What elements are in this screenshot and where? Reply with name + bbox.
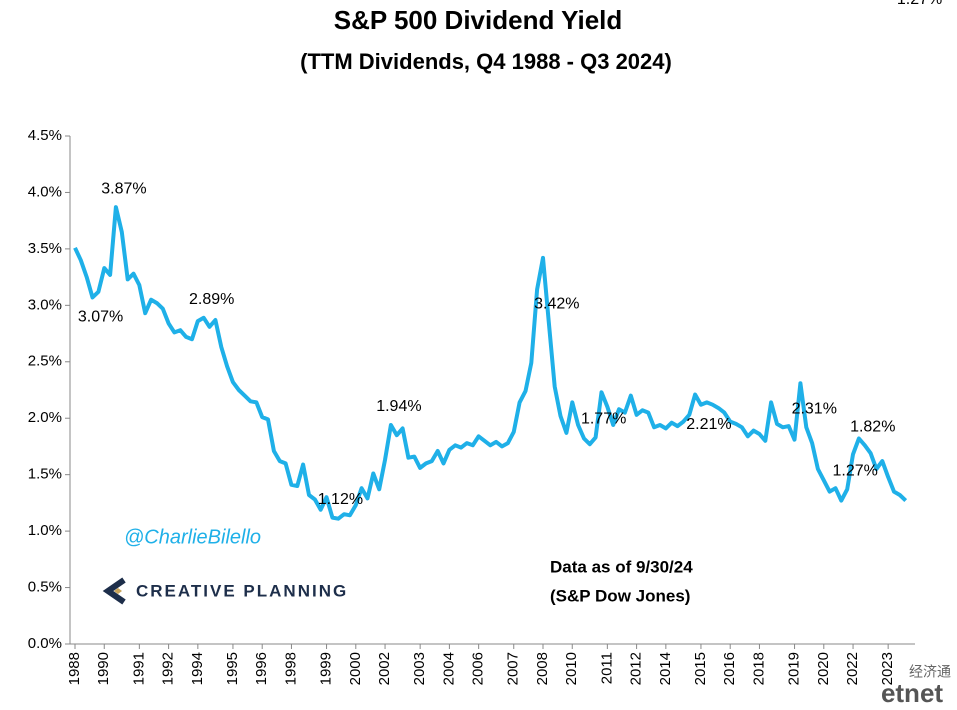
y-tick-label: 1.0% xyxy=(28,522,62,539)
data-label: 2.89% xyxy=(189,291,234,308)
annotation: (S&P Dow Jones) xyxy=(550,586,690,605)
x-tick-label: 2007 xyxy=(505,652,522,685)
x-tick-label: 2002 xyxy=(376,652,393,685)
x-tick-label: 2012 xyxy=(628,652,645,685)
x-tick-label: 1990 xyxy=(95,652,112,685)
chart-subtitle: (TTM Dividends, Q4 1988 - Q3 2024) xyxy=(300,49,672,74)
data-label: 1.94% xyxy=(376,398,421,415)
y-tick-label: 2.0% xyxy=(28,409,62,426)
x-tick-label: 1996 xyxy=(253,652,270,685)
x-tick-label: 2014 xyxy=(657,652,674,685)
x-tick-label: 2004 xyxy=(440,652,457,685)
x-tick-label: 1988 xyxy=(66,652,83,685)
x-tick-label: 1998 xyxy=(282,652,299,685)
x-tick-label: 1992 xyxy=(160,652,177,685)
x-tick-label: 2010 xyxy=(563,652,580,685)
watermark-brand: CREATIVE PLANNING xyxy=(136,581,348,600)
data-label: 2.31% xyxy=(792,400,837,417)
y-tick-label: 3.0% xyxy=(28,296,62,313)
watermark-handle: @CharlieBilello xyxy=(124,526,261,548)
data-label: 1.12% xyxy=(318,491,363,508)
x-tick-label: 2023 xyxy=(879,652,896,685)
logo-icon xyxy=(102,577,126,605)
data-label: 1.82% xyxy=(850,419,895,436)
y-tick-label: 4.5% xyxy=(28,127,62,144)
watermark-etnet: etnet xyxy=(881,678,943,708)
x-tick-label: 2011 xyxy=(598,652,615,684)
x-tick-label: 2016 xyxy=(721,652,738,685)
x-tick-label: 2008 xyxy=(534,652,551,685)
x-tick-label: 1994 xyxy=(189,652,206,685)
x-tick-label: 2015 xyxy=(692,652,709,685)
x-tick-label: 2003 xyxy=(411,652,428,685)
y-tick-label: 0.5% xyxy=(28,579,62,596)
data-label: 2.21% xyxy=(686,416,731,433)
chart-title: S&P 500 Dividend Yield xyxy=(334,5,623,35)
x-tick-label: 2018 xyxy=(750,652,767,685)
data-label: 1.27% xyxy=(833,463,878,480)
logo-diamond xyxy=(114,588,122,594)
x-tick-label: 1991 xyxy=(130,652,147,685)
data-label: 1.77% xyxy=(581,411,626,428)
x-tick-label: 2022 xyxy=(844,652,861,685)
x-tick-label: 2020 xyxy=(815,652,832,685)
data-label: 3.42% xyxy=(534,295,579,312)
y-tick-label: 0.0% xyxy=(28,635,62,652)
y-tick-label: 1.5% xyxy=(28,466,62,483)
logo xyxy=(102,577,126,605)
watermark-cn: 经济通 xyxy=(909,664,951,680)
annotation: Data as of 9/30/24 xyxy=(550,557,693,576)
x-tick-label: 2006 xyxy=(470,652,487,685)
line-series xyxy=(73,205,908,521)
y-tick-label: 2.5% xyxy=(28,353,62,370)
x-tick-label: 2019 xyxy=(786,652,803,685)
data-label: 3.07% xyxy=(78,309,123,326)
x-tick-label: 1995 xyxy=(224,652,241,685)
data-label: 1.27% xyxy=(897,0,942,8)
x-tick-label: 1999 xyxy=(318,652,335,685)
y-tick-label: 4.0% xyxy=(28,183,62,200)
y-tick-label: 3.5% xyxy=(28,240,62,257)
x-tick-label: 2000 xyxy=(347,652,364,685)
data-label: 3.87% xyxy=(101,180,146,197)
